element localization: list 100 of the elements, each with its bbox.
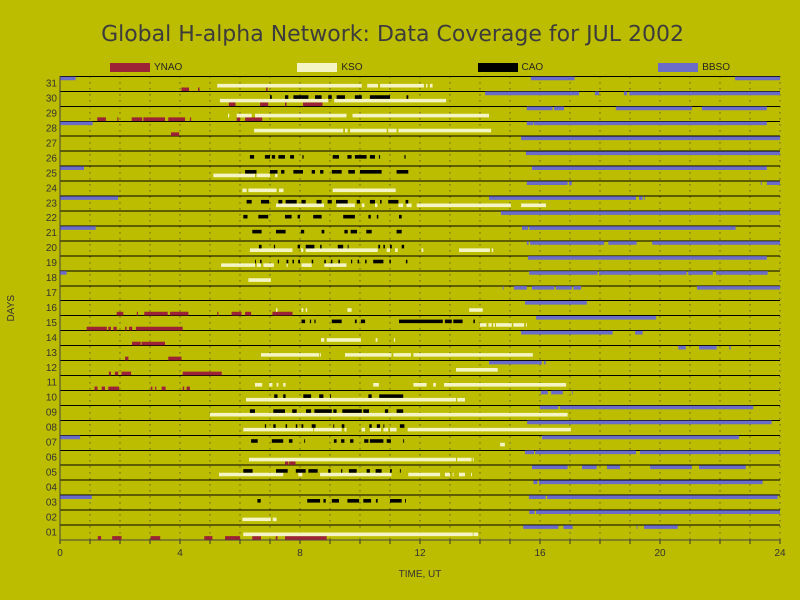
bar [324,263,346,267]
bar [459,248,490,252]
bar [303,102,322,106]
bar [94,386,98,390]
bar [521,330,613,335]
y-tick-label: 31 [46,78,58,90]
bar [243,469,253,473]
bar [255,382,262,387]
bar [60,196,118,200]
bar [260,102,268,106]
bar [388,200,398,204]
bar [225,536,240,540]
bar [521,204,546,208]
bar [360,170,382,174]
y-tick-label: 30 [46,94,58,105]
y-tick-label: 03 [46,497,58,508]
bar [289,461,296,465]
bar [540,390,548,394]
bar [338,244,344,248]
x-tick-label: 0 [57,548,64,559]
bar [276,230,286,234]
bar [108,386,120,390]
bar [328,200,332,204]
bar [258,214,268,218]
y-tick-label: 27 [46,138,58,150]
bar [635,330,643,335]
bar [362,428,366,432]
bar [376,469,382,473]
y-tick-label: 17 [46,288,58,299]
bar [236,114,252,118]
bar [319,394,324,398]
bar [531,76,574,80]
bar [315,95,322,99]
bar [255,114,346,118]
bar [302,200,306,204]
bar [334,98,446,102]
bar [413,382,427,387]
x-tick-label: 8 [297,548,304,559]
bar [306,409,312,413]
bar [256,263,261,267]
bar [307,499,320,503]
bar [336,204,355,208]
bar [489,196,636,200]
bar [86,326,107,330]
bar [250,248,292,252]
y-tick-label: 12 [46,362,58,374]
y-tick-label: 22 [46,213,58,224]
bar [354,95,362,99]
y-tick-label: 20 [46,243,58,254]
bar [699,466,746,470]
bar [332,499,339,503]
bar [276,469,288,473]
bar [406,200,408,204]
bar [250,155,254,159]
bar [356,200,360,204]
bar [379,394,404,398]
bar [360,320,366,324]
x-tick-label: 20 [654,548,666,559]
y-tick-label: 01 [46,527,58,538]
bar [302,320,306,324]
bar [125,356,128,360]
bar [408,428,571,432]
y-tick-label: 05 [46,467,58,478]
y-tick-label: 10 [46,392,58,404]
bar [320,472,392,476]
bar [60,122,93,126]
bar [396,170,408,174]
bar [399,214,402,218]
bar [532,466,568,470]
bar [245,117,262,121]
bar [293,95,308,99]
bar [652,241,780,245]
bar [278,200,282,204]
bar [525,301,587,305]
bar [269,382,272,387]
bar [170,312,188,316]
bar [302,263,312,267]
bar [485,92,579,96]
y-tick-label: 07 [46,438,58,449]
bar [456,368,498,372]
bar [366,469,370,473]
bar [348,469,357,473]
bar [245,312,252,316]
x-axis-title: TIME, UT [398,568,442,580]
bar [334,439,337,443]
y-tick-label: 15 [46,318,58,329]
bar [273,409,285,413]
y-tick-label: 16 [46,302,58,314]
bar [217,84,362,88]
bar [563,525,573,529]
bar [444,382,566,387]
bar [402,244,404,248]
legend-label: CAO [522,62,544,73]
bar [396,230,402,234]
bar [286,200,297,204]
bar [308,469,318,473]
bar [716,271,768,275]
chart-title: Global H-alpha Network: Data Coverage for JUL 2002 [101,22,684,47]
bar [220,98,328,102]
bar [332,155,339,159]
